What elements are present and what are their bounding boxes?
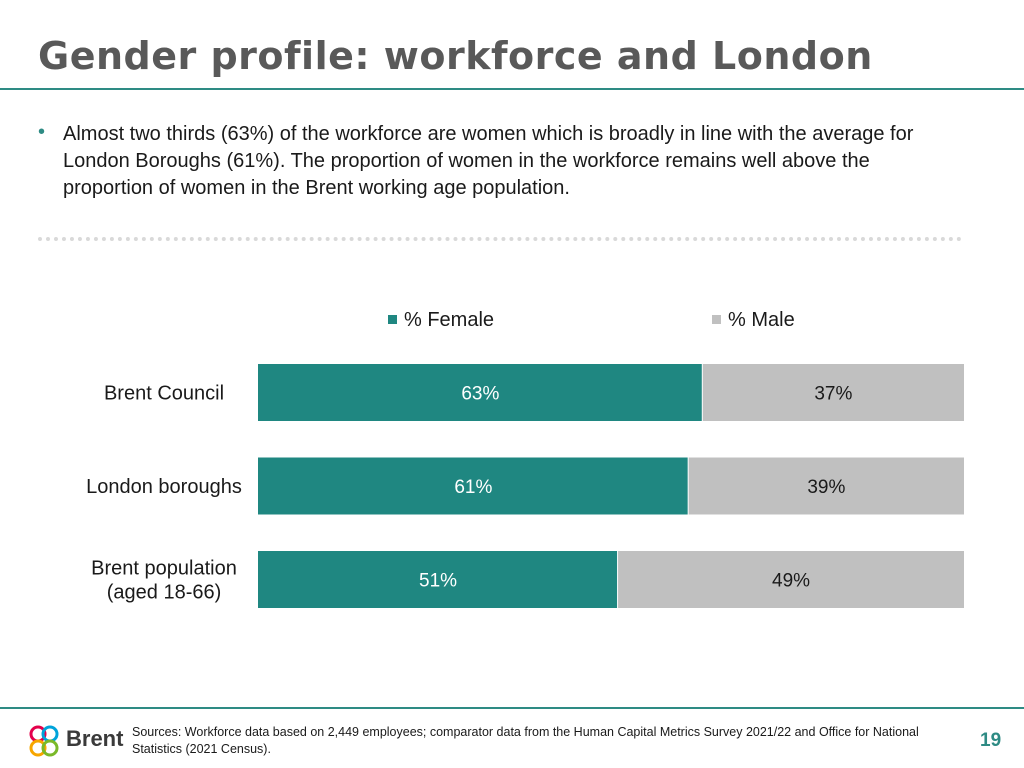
bullet-text: Almost two thirds (63%) of the workforce… [63, 123, 914, 199]
stacked-bar-chart: % Female % Male Brent Council 63% 37% London … [86, 309, 964, 608]
category-label: Brent Council [104, 383, 224, 405]
data-label: 39% [807, 477, 845, 498]
bullet-marker: • [38, 121, 46, 143]
logo-text: Brent [66, 726, 124, 751]
slide-title: Gender profile: workforce and London [38, 34, 873, 78]
bar-segment-female [258, 457, 688, 515]
data-label: 49% [772, 571, 810, 592]
category-label: Brent population [91, 558, 237, 580]
category-label: (aged 18-66) [107, 582, 222, 604]
dotted-divider [38, 237, 962, 241]
bar-segment-male [688, 457, 964, 515]
legend-label-male: % Male [728, 309, 795, 331]
sources-note: Sources: Workforce data based on 2,449 e… [132, 725, 919, 756]
title-divider [0, 88, 1024, 90]
bar-segment-female [258, 364, 702, 421]
legend-swatch-female [388, 315, 397, 324]
legend-swatch-male [712, 315, 721, 324]
footer-divider [0, 707, 1024, 709]
legend-label-female: % Female [404, 309, 494, 331]
data-label: 37% [814, 384, 852, 405]
data-label: 63% [461, 384, 499, 405]
bar-segment-female [258, 551, 618, 608]
page-number: 19 [980, 730, 1002, 751]
data-label: 51% [419, 571, 457, 592]
bar-segment-male [618, 551, 964, 608]
bar-segment-male [702, 364, 964, 421]
data-label: 61% [454, 477, 492, 498]
category-label: London boroughs [86, 476, 242, 498]
brent-logo-icon [29, 725, 59, 757]
